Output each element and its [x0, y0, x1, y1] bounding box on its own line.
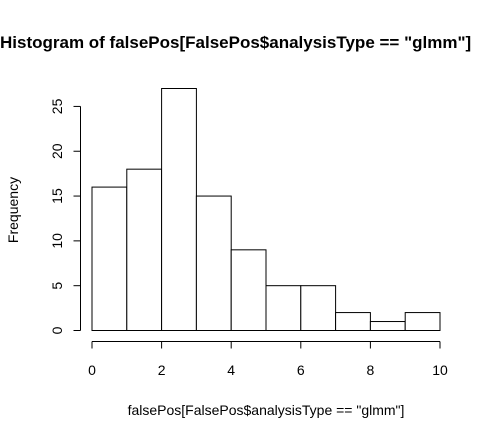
x-tick-label: 0 — [88, 362, 96, 378]
x-axis: 0 2 4 6 8 10 — [88, 341, 448, 378]
histogram-bar — [161, 88, 197, 331]
histogram-bar — [335, 312, 371, 331]
x-tick-label: 4 — [227, 362, 235, 378]
x-tick-label: 10 — [432, 362, 448, 378]
y-tick-label: 10 — [49, 233, 65, 249]
histogram-bar — [265, 285, 302, 331]
histogram-bar — [195, 195, 232, 331]
y-tick-label: 25 — [49, 98, 65, 114]
y-tick-label: 20 — [49, 143, 65, 159]
x-tick-label: 6 — [297, 362, 305, 378]
histogram-bar — [126, 168, 163, 331]
histogram-bar — [300, 285, 337, 331]
y-axis-label: Frequency — [5, 177, 21, 243]
chart-title: Histogram of falsePos[FalsePos$analysisT… — [0, 33, 471, 52]
histogram-bar — [404, 312, 441, 331]
y-tick-label: 0 — [49, 326, 65, 334]
x-tick-label: 2 — [158, 362, 166, 378]
y-tick-label: 5 — [49, 282, 65, 290]
y-tick-label: 15 — [49, 188, 65, 204]
bars-group — [91, 88, 441, 332]
x-tick-label: 8 — [367, 362, 375, 378]
histogram-bar — [230, 249, 267, 331]
y-axis: 0 5 10 15 20 25 — [49, 98, 81, 334]
histogram-bar — [369, 321, 406, 332]
x-axis-label: falsePos[FalsePos$analysisType == "glmm"… — [128, 402, 405, 418]
histogram-bar — [91, 186, 128, 331]
